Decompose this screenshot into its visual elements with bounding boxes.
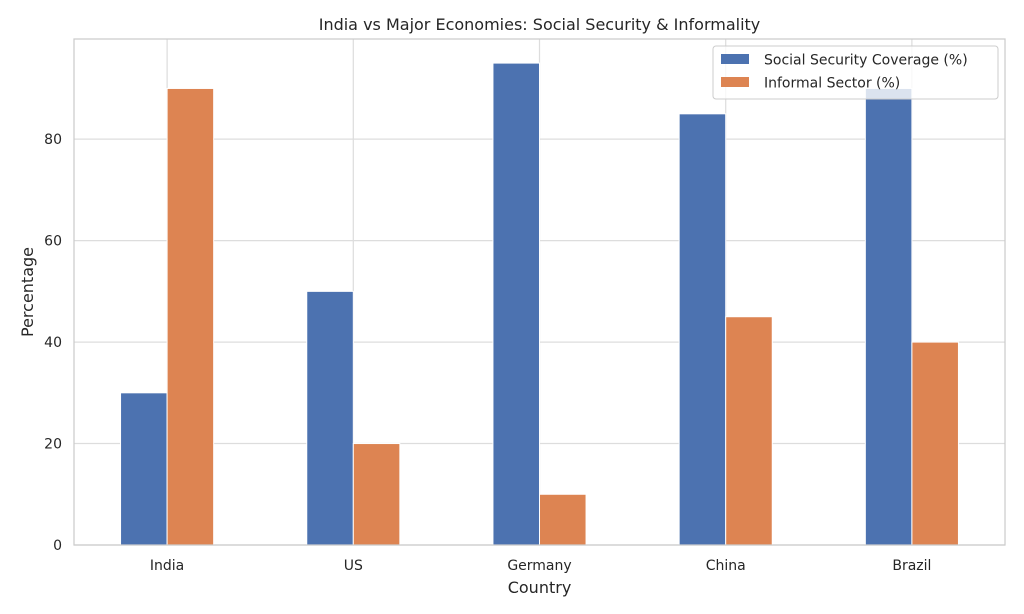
y-tick-label: 80 — [44, 132, 62, 148]
bar-social-security-china — [678, 113, 727, 546]
chart-title: India vs Major Economies: Social Securit… — [319, 15, 761, 34]
legend-label-informal-sector: Informal Sector (%) — [764, 76, 900, 92]
bars — [120, 62, 959, 546]
x-tick-label: India — [150, 558, 184, 574]
bar-social-security-us — [306, 290, 354, 546]
x-axis-label: Country — [508, 578, 572, 597]
bar-informal-sector-india — [166, 87, 215, 546]
legend-swatch-social-security — [721, 54, 749, 64]
bar-informal-sector-china — [725, 316, 773, 546]
bar-informal-sector-brazil — [911, 341, 959, 546]
bar-social-security-india — [120, 392, 168, 546]
x-tick-label: Brazil — [892, 558, 931, 574]
bar-social-security-germany — [492, 62, 541, 546]
x-tick-label: US — [344, 558, 363, 574]
legend-swatch-informal-sector — [721, 77, 749, 87]
y-tick-labels: 0 20 40 60 80 — [44, 132, 62, 554]
plot-frame — [73, 38, 1006, 546]
bar-informal-sector-germany — [539, 493, 587, 546]
y-axis-label: Percentage — [18, 247, 37, 337]
x-tick-labels: India US Germany China Brazil — [150, 558, 932, 574]
y-tick-label: 20 — [44, 437, 62, 453]
x-tick-label: China — [706, 558, 746, 574]
legend: Social Security Coverage (%) Informal Se… — [712, 45, 999, 100]
bar-informal-sector-us — [352, 443, 401, 546]
y-tick-label: 40 — [44, 335, 62, 351]
y-tick-label: 60 — [44, 234, 62, 250]
x-tick-label: Germany — [507, 558, 571, 574]
legend-label-social-security: Social Security Coverage (%) — [764, 53, 968, 69]
y-tick-label: 0 — [53, 538, 62, 554]
legend-box — [712, 45, 999, 100]
bar-social-security-brazil — [864, 87, 913, 546]
